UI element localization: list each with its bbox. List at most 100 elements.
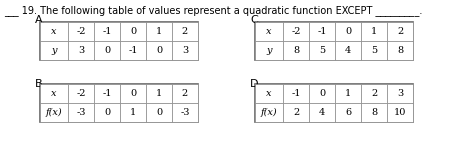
Text: 0: 0 [104, 108, 110, 117]
Bar [255, 41, 283, 60]
Text: x: x [266, 27, 272, 36]
Bar [120, 22, 146, 41]
Text: -1: -1 [128, 46, 138, 55]
Text: 8: 8 [293, 46, 299, 55]
Text: -3: -3 [76, 108, 86, 117]
Text: y: y [51, 46, 57, 55]
Text: 10: 10 [394, 108, 406, 117]
Text: -2: -2 [76, 27, 86, 36]
Bar [40, 41, 68, 60]
Text: -1: -1 [102, 89, 112, 98]
Text: 0: 0 [130, 27, 136, 36]
Bar [68, 84, 94, 103]
Bar [146, 41, 172, 60]
Text: -1: -1 [317, 27, 327, 36]
Bar [94, 41, 120, 60]
Bar [283, 22, 309, 41]
Bar [335, 84, 361, 103]
Text: A.: A. [35, 15, 46, 25]
Bar [283, 41, 309, 60]
Text: B.: B. [35, 79, 46, 89]
Bar [172, 84, 198, 103]
Text: 1: 1 [156, 27, 162, 36]
Bar [361, 103, 387, 122]
Bar [387, 41, 413, 60]
Bar [283, 103, 309, 122]
Bar [172, 103, 198, 122]
Bar [120, 103, 146, 122]
Text: 0: 0 [156, 108, 162, 117]
Text: 2: 2 [182, 89, 188, 98]
Text: 1: 1 [156, 89, 162, 98]
Text: x: x [51, 27, 57, 36]
Bar [146, 84, 172, 103]
Bar [146, 103, 172, 122]
Bar [309, 84, 335, 103]
Bar [40, 103, 68, 122]
Text: ___ 19. The following table of values represent a quadratic function EXCEPT ____: ___ 19. The following table of values re… [4, 5, 422, 16]
Text: 3: 3 [182, 46, 188, 55]
Text: 8: 8 [371, 108, 377, 117]
Text: y: y [266, 46, 272, 55]
Bar [387, 84, 413, 103]
Bar [120, 41, 146, 60]
Bar [120, 84, 146, 103]
Bar [40, 22, 198, 60]
Bar [335, 41, 361, 60]
Text: C.: C. [250, 15, 261, 25]
Text: 1: 1 [130, 108, 136, 117]
Text: 2: 2 [182, 27, 188, 36]
Text: 2: 2 [293, 108, 299, 117]
Bar [255, 22, 413, 60]
Text: -2: -2 [76, 89, 86, 98]
Text: x: x [266, 89, 272, 98]
Text: -1: -1 [102, 27, 112, 36]
Text: 6: 6 [345, 108, 351, 117]
Bar [94, 103, 120, 122]
Text: 3: 3 [78, 46, 84, 55]
Text: -3: -3 [180, 108, 190, 117]
Bar [94, 22, 120, 41]
Text: 2: 2 [397, 27, 403, 36]
Text: 0: 0 [104, 46, 110, 55]
Bar [361, 84, 387, 103]
Text: -1: -1 [291, 89, 301, 98]
Bar [255, 84, 413, 122]
Text: -2: -2 [291, 27, 301, 36]
Bar [172, 41, 198, 60]
Bar [172, 22, 198, 41]
Bar [68, 103, 94, 122]
Bar [335, 103, 361, 122]
Text: D.: D. [250, 79, 262, 89]
Text: f(x): f(x) [46, 108, 62, 117]
Bar [255, 84, 283, 103]
Bar [335, 22, 361, 41]
Bar [146, 22, 172, 41]
Bar [309, 41, 335, 60]
Text: 5: 5 [319, 46, 325, 55]
Text: 3: 3 [397, 89, 403, 98]
Text: 0: 0 [130, 89, 136, 98]
Bar [387, 22, 413, 41]
Bar [309, 103, 335, 122]
Bar [309, 22, 335, 41]
Bar [387, 103, 413, 122]
Text: 1: 1 [371, 27, 377, 36]
Bar [68, 22, 94, 41]
Text: 0: 0 [156, 46, 162, 55]
Text: 0: 0 [345, 27, 351, 36]
Bar [40, 84, 198, 122]
Bar [255, 103, 283, 122]
Bar [94, 84, 120, 103]
Bar [40, 84, 68, 103]
Text: f(x): f(x) [261, 108, 277, 117]
Bar [283, 84, 309, 103]
Bar [255, 22, 283, 41]
Bar [40, 22, 68, 41]
Text: 8: 8 [397, 46, 403, 55]
Text: 5: 5 [371, 46, 377, 55]
Text: 4: 4 [319, 108, 325, 117]
Text: 4: 4 [345, 46, 351, 55]
Bar [361, 22, 387, 41]
Text: 0: 0 [319, 89, 325, 98]
